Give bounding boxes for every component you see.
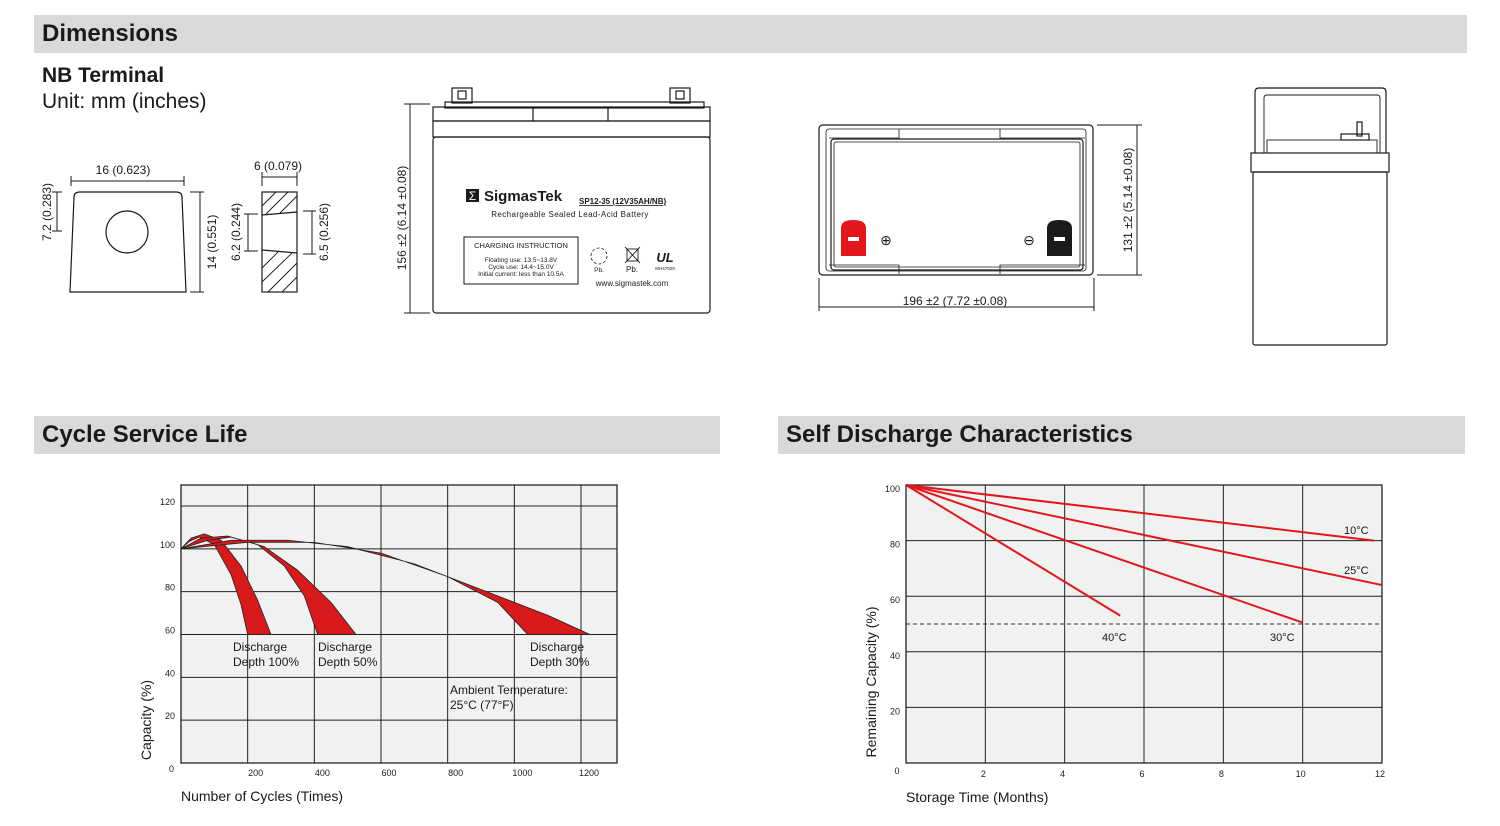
cycle-y-tick: 60 xyxy=(165,626,175,636)
sd-x-tick: 4 xyxy=(1060,769,1065,779)
terminal-width-dim: 16 (0.623) xyxy=(96,163,151,177)
terminal-hole-offset-dim: 7.2 (0.283) xyxy=(40,183,54,241)
sd-x-tick: 12 xyxy=(1375,769,1385,779)
charging-line: Floating use: 13.5~13.8V xyxy=(485,257,558,264)
terminal-title: NB Terminal xyxy=(42,64,165,87)
cycle-y-tick: 80 xyxy=(165,583,175,593)
battery-side-drawing xyxy=(1250,87,1390,346)
cycle-band-3 xyxy=(180,539,591,635)
self-discharge-title: Self Discharge Characteristics xyxy=(786,421,1133,448)
sd-x-tick: 8 xyxy=(1219,769,1224,779)
battery-subtitle: Rechargeable Sealed Lead-Acid Battery xyxy=(491,210,649,219)
sd-series-label: 10°C xyxy=(1344,525,1369,537)
model-label: SP12-35 (12V35AH/NB) xyxy=(579,197,666,206)
sd-line-1 xyxy=(905,484,1375,542)
dimensions-title: Dimensions xyxy=(42,20,179,47)
cycle-annotation: Depth 50% xyxy=(318,655,378,669)
cycle-plot-border xyxy=(180,484,618,764)
cycle-annotation: Discharge xyxy=(318,640,372,654)
terminal-height-dim: 14 (0.551) xyxy=(205,215,219,270)
svg-text:Σ: Σ xyxy=(469,189,476,203)
cycle-x-tick: 800 xyxy=(448,768,463,778)
cycle-annotation: 25°C (77°F) xyxy=(450,698,514,712)
sd-line-3 xyxy=(905,484,1303,624)
ul-number: MH47929 xyxy=(655,266,675,271)
cycle-y-tick: 120 xyxy=(160,497,175,507)
crossed-bin-icon xyxy=(624,246,641,264)
slot-inner-dim: 6.2 (0.244) xyxy=(229,203,243,261)
cycle-header: Cycle Service Life xyxy=(34,416,720,454)
terminal-front-drawing: 16 (0.623) 7.2 (0.283) 14 (0.551) xyxy=(40,163,219,293)
sd-x-tick: 6 xyxy=(1139,769,1144,779)
cycle-y-tick: 40 xyxy=(165,668,175,678)
sd-y-tick: 80 xyxy=(890,540,900,550)
sd-y-tick: 100 xyxy=(885,484,900,494)
cycle-x-tick: 600 xyxy=(381,768,396,778)
ul-mark-icon: UL xyxy=(656,250,673,265)
sd-series-label: 25°C xyxy=(1344,565,1369,577)
cycle-title: Cycle Service Life xyxy=(42,421,248,448)
sd-y-tick: 20 xyxy=(890,706,900,716)
sd-x-tick: 10 xyxy=(1296,769,1306,779)
self-discharge-header: Self Discharge Characteristics xyxy=(778,416,1465,454)
cycle-y-tick: 0 xyxy=(169,764,174,774)
battery-front-drawing: 156 ±2 (6.14 ±0.08) Σ SigmasTek SP12-35 … xyxy=(395,87,711,314)
battery-top-drawing: ⊕ ⊖ 196 ±2 (7.72 ±0.08) 131 ±2 (5.14 ±0.… xyxy=(818,124,1142,311)
cycle-x-tick: 1200 xyxy=(579,768,599,778)
cycle-annotation: Discharge xyxy=(233,640,287,654)
sd-x-tick: 2 xyxy=(981,769,986,779)
sd-x-tick: 0 xyxy=(894,766,899,776)
bin-label: Pb. xyxy=(626,265,638,274)
cycle-y-tick: 20 xyxy=(165,711,175,721)
sd-line-2 xyxy=(905,484,1383,587)
recycle-icon xyxy=(590,247,608,265)
recycle-label: Pb. xyxy=(594,267,604,274)
cycle-y-axis-label: Capacity (%) xyxy=(138,680,154,760)
brand-name: SigmasTek xyxy=(484,188,563,205)
sd-line-4 xyxy=(905,484,1121,617)
cycle-x-tick: 400 xyxy=(315,768,330,778)
website: www.sigmastek.com xyxy=(595,279,669,288)
battery-width-dim: 131 ±2 (5.14 ±0.08) xyxy=(1121,148,1135,253)
unit-label: Unit: mm (inches) xyxy=(42,90,207,113)
sd-series-label: 40°C xyxy=(1102,632,1127,644)
sd-x-axis-label: Storage Time (Months) xyxy=(906,789,1048,805)
positive-symbol-icon: ⊕ xyxy=(880,232,892,248)
cycle-annotation: Depth 30% xyxy=(530,655,590,669)
sd-y-tick: 40 xyxy=(890,651,900,661)
battery-height-dim: 156 ±2 (6.14 ±0.08) xyxy=(395,166,409,271)
slot-outer-dim: 6.5 (0.256) xyxy=(317,203,331,261)
sd-series-label: 30°C xyxy=(1270,632,1295,644)
charging-line: Initial current: less than 10.5A xyxy=(478,271,564,278)
terminal-thickness-dim: 6 (0.079) xyxy=(254,159,302,173)
sigma-logo-icon xyxy=(466,189,479,202)
cycle-x-tick: 200 xyxy=(248,768,263,778)
cycle-annotation: Ambient Temperature: xyxy=(450,683,568,697)
sd-y-axis-label: Remaining Capacity (%) xyxy=(863,607,879,758)
cycle-annotation: Discharge xyxy=(530,640,584,654)
terminal-side-drawing: 6 (0.079) 6.2 (0.244) 6.5 (0.256) xyxy=(229,159,331,293)
charging-title: CHARGING INSTRUCTION xyxy=(474,241,568,250)
cycle-x-axis-label: Number of Cycles (Times) xyxy=(181,788,343,804)
cycle-band-2 xyxy=(180,535,357,635)
cycle-annotation: Depth 100% xyxy=(233,655,299,669)
negative-symbol-icon: ⊖ xyxy=(1023,232,1035,248)
cycle-y-tick: 100 xyxy=(160,540,175,550)
cycle-x-tick: 1000 xyxy=(512,768,532,778)
battery-length-dim: 196 ±2 (7.72 ±0.08) xyxy=(903,294,1008,308)
dimensions-header: Dimensions xyxy=(34,15,1467,53)
sd-y-tick: 60 xyxy=(890,595,900,605)
charging-line: Cycle use: 14.4~15.0V xyxy=(488,264,554,271)
